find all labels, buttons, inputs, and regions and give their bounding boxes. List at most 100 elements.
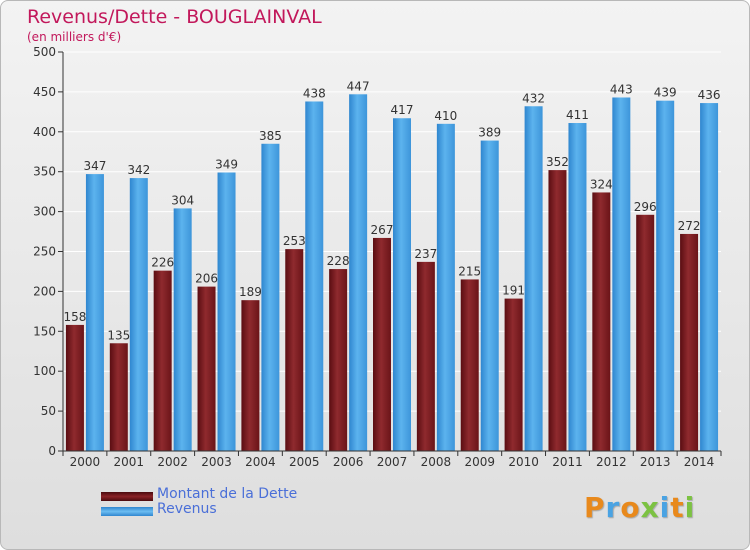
x-tick-label: 2013 [640,455,671,469]
bar-dette [241,300,260,451]
y-tick-label: 200 [33,284,56,298]
y-tick-label: 400 [33,125,56,139]
chart-title: Revenus/Dette - BOUGLAINVAL [27,6,322,28]
data-label-revenus: 349 [215,157,238,171]
data-label-revenus: 385 [259,129,282,143]
data-label-revenus: 342 [127,163,150,177]
bar-revenus [656,100,675,451]
bars-layer [65,94,719,452]
bar-revenus [261,143,280,451]
y-tick-label: 150 [33,324,56,338]
data-label-revenus: 438 [303,86,326,100]
proxiti-logo: Proxiti [584,491,695,524]
bar-revenus [305,101,324,451]
x-tick-label: 2003 [201,455,232,469]
bar-revenus [173,208,192,451]
logo-letter: i [659,491,671,524]
bar-revenus [217,172,236,452]
y-tick-label: 300 [33,205,56,219]
bar-dette [197,286,216,451]
y-tick-label: 100 [33,364,56,378]
data-label-revenus: 417 [391,103,414,117]
y-tick-label: 350 [33,165,56,179]
x-tick-label: 2012 [596,455,627,469]
y-tick-label: 0 [48,444,56,458]
logo-letter: P [584,491,606,524]
logo-letter: t [670,491,685,524]
data-label-revenus: 447 [347,79,370,93]
chart-subtitle: (en milliers d'€) [27,30,122,44]
data-label-dette: 272 [678,219,701,233]
data-label-revenus: 347 [83,159,106,173]
legend-swatch-debt [101,492,153,501]
data-label-dette: 237 [414,247,437,261]
x-tick-label: 2005 [289,455,320,469]
x-tick-label: 2011 [552,455,583,469]
data-label-revenus: 411 [566,108,589,122]
y-tick-label: 450 [33,85,56,99]
bar-revenus [85,174,104,451]
bar-dette [680,233,699,451]
bar-dette [460,279,479,451]
bar-revenus [393,118,411,451]
bar-revenus [436,123,455,451]
data-label-revenus: 432 [522,91,545,105]
x-tick-label: 2009 [464,455,495,469]
x-tick-label: 2006 [333,455,364,469]
x-tick-label: 2008 [421,455,452,469]
data-label-dette: 352 [546,155,569,169]
y-tick-label: 50 [41,404,56,418]
data-label-revenus: 443 [610,82,633,96]
x-tick-label: 2014 [684,455,715,469]
data-label-revenus: 439 [654,86,677,100]
bar-dette [285,249,304,451]
data-label-dette: 296 [634,200,657,214]
logo-letter: x [640,491,660,524]
data-label-revenus: 436 [698,88,721,102]
logo-letter: i [684,491,696,524]
data-label-dette: 215 [458,264,481,278]
legend-swatch-revenus [101,507,153,516]
bar-revenus [129,178,148,452]
logo-letter: r [605,491,621,524]
bar-dette [329,269,348,451]
legend-label-revenus: Revenus [157,501,217,517]
data-label-dette: 191 [502,284,525,298]
bar-revenus [480,140,499,451]
x-tick-label: 2004 [245,455,276,469]
data-label-dette: 226 [151,256,174,270]
bar-dette [504,298,523,451]
bar-revenus [349,94,368,451]
x-tick-label: 2002 [157,455,188,469]
data-label-dette: 206 [195,272,218,286]
bar-revenus [524,106,543,451]
bar-dette [592,192,611,451]
bar-revenus [612,97,631,452]
y-tick-label: 250 [33,245,56,259]
bar-dette [373,237,391,451]
legend-label-debt: Montant de la Dette [157,486,298,502]
bar-dette [109,343,128,451]
bar-revenus [700,103,719,452]
x-tick-label: 2001 [114,455,145,469]
data-label-dette: 228 [327,254,350,268]
x-tick-label: 2000 [70,455,101,469]
data-label-revenus: 304 [171,193,194,207]
axis-layer: 0 50 100 150 200 250 300 350 400 450 500 2000 2001 20… [33,45,722,469]
bar-dette [153,270,172,451]
bar-dette [636,214,655,451]
y-tick-label: 500 [33,45,56,59]
bar-dette [65,324,84,451]
bar-revenus [568,123,587,451]
grid-layer [63,51,721,452]
data-label-dette: 158 [63,310,86,324]
labels-layer: 158 347 135 342 226 304 206 349 189 385 253 438 228 4… [63,79,720,342]
x-tick-label: 2007 [377,455,408,469]
data-label-revenus: 389 [478,126,501,140]
x-tick-label: 2010 [508,455,539,469]
data-label-dette: 135 [107,328,130,342]
data-label-dette: 267 [371,223,394,237]
logo-letter: o [620,491,641,524]
